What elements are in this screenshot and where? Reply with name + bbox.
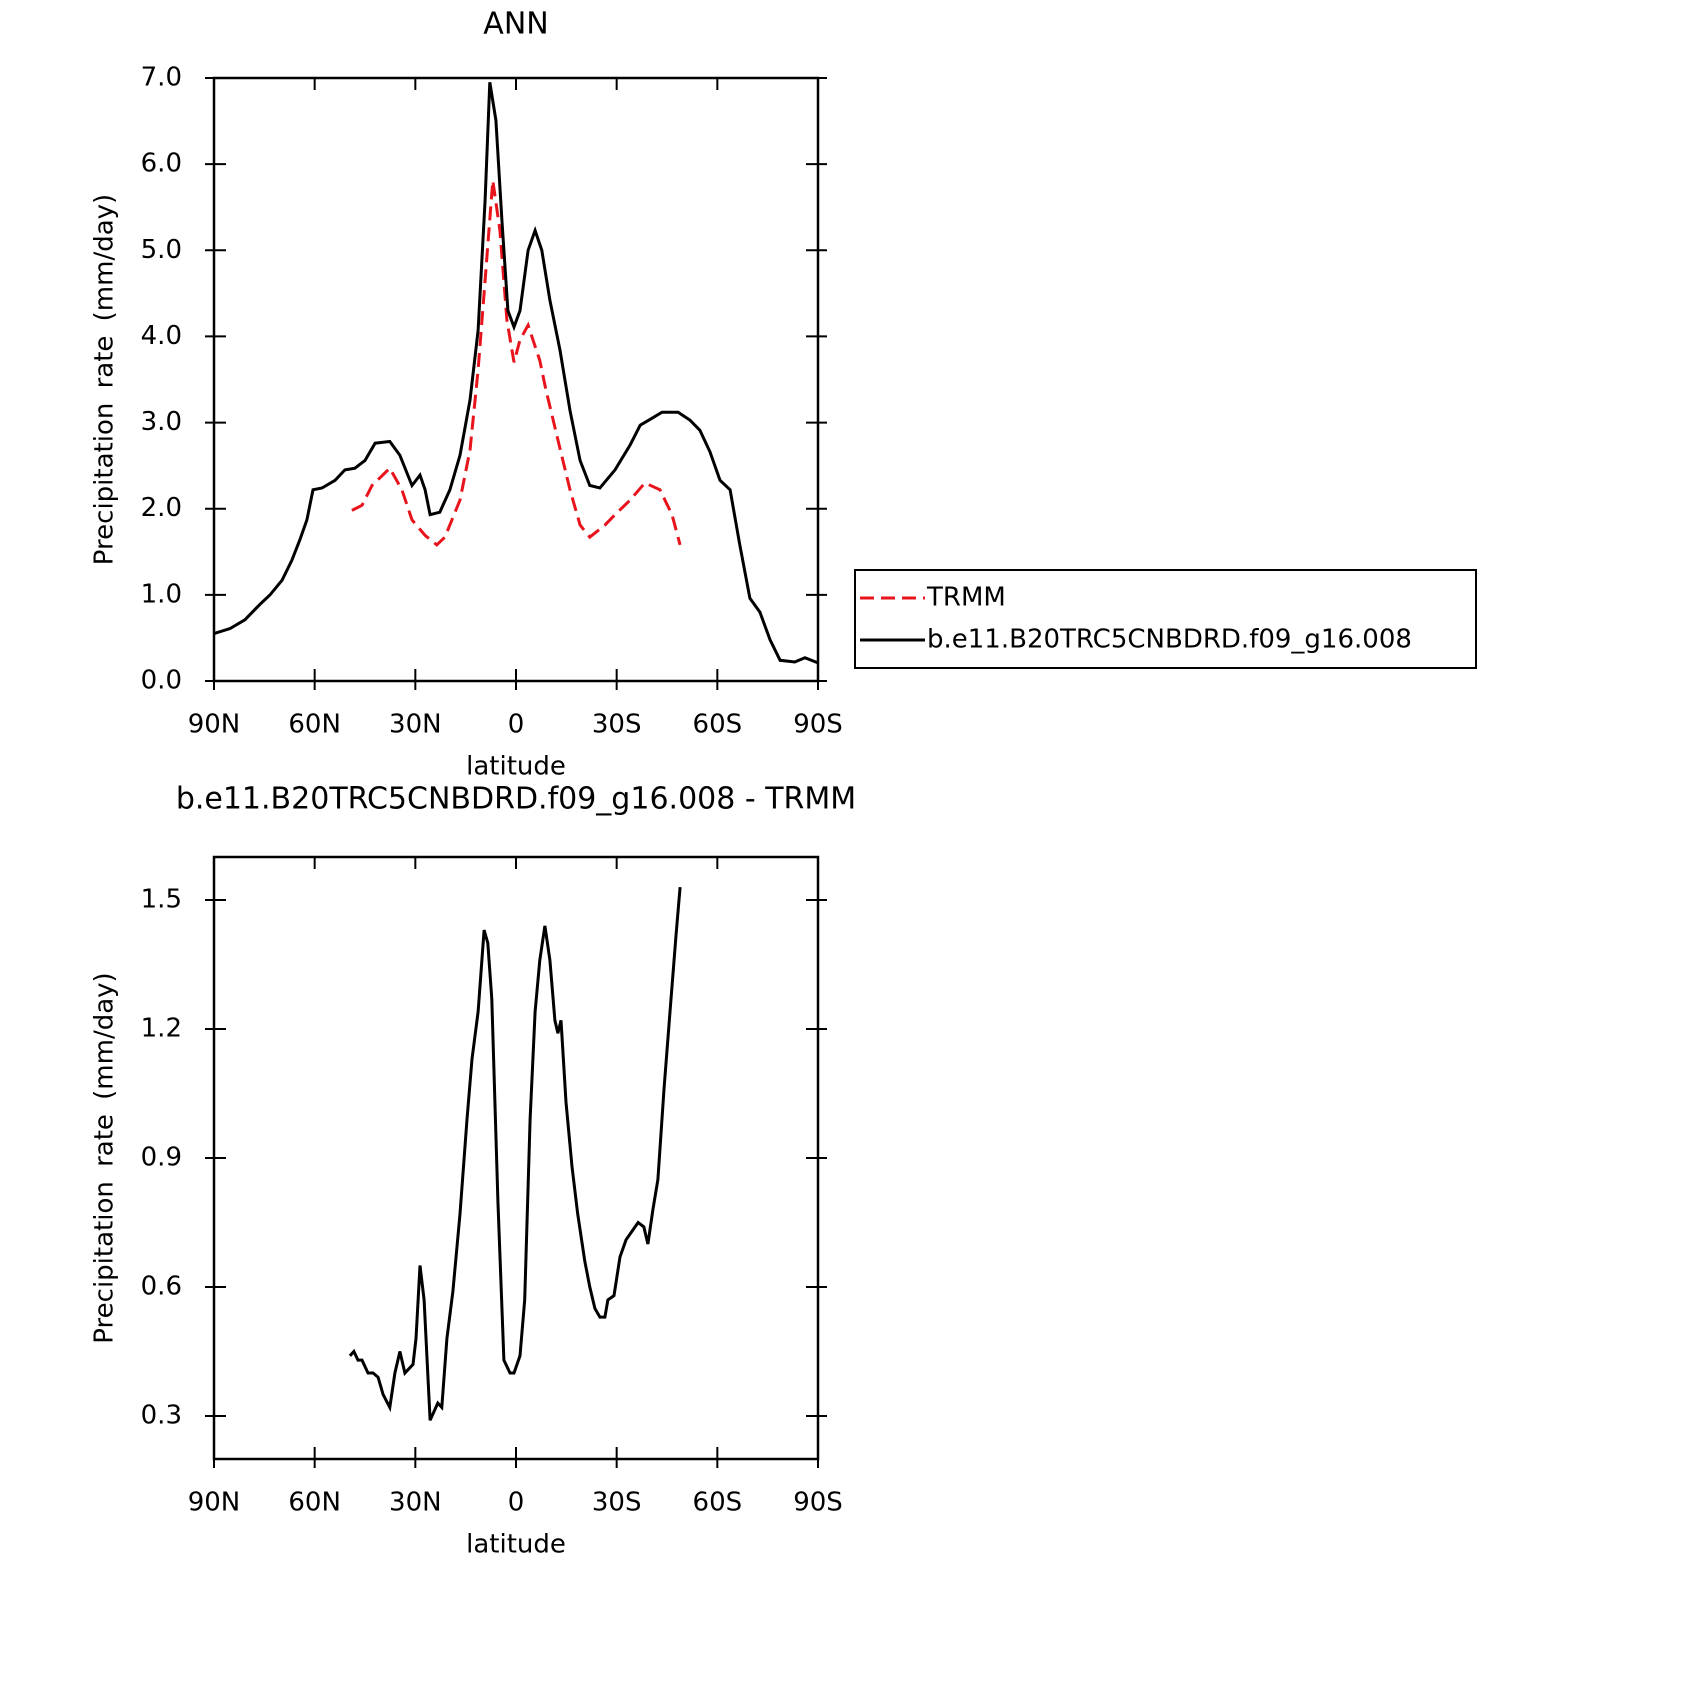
data-line [213,82,819,665]
x-axis-label: latitude [466,752,566,782]
x-axis-label: latitude [466,1530,566,1560]
legend-label: TRMM [926,583,1006,613]
y-tick-label: 6.0 [141,149,182,179]
chart-title: ANN [483,7,548,42]
x-tick-label: 60N [288,1488,341,1518]
x-tick-label: 90N [188,710,241,740]
y-tick-label: 0.3 [141,1401,182,1431]
y-tick-label: 5.0 [141,235,182,265]
x-tick-label: 90N [188,1488,241,1518]
x-tick-label: 60N [288,710,341,740]
x-tick-label: 30N [389,1488,442,1518]
y-tick-label: 7.0 [141,63,182,93]
plot-frame [212,76,820,683]
x-tick-label: 0 [508,1488,525,1518]
x-tick-label: 30S [592,710,642,740]
y-tick-label: 0.0 [141,666,182,696]
x-tick-label: 30S [592,1488,642,1518]
x-tick-label: 90S [793,1488,843,1518]
x-tick-label: 30N [389,710,442,740]
y-tick-label: 0.6 [141,1272,182,1302]
x-tick-label: 90S [793,710,843,740]
plot-frame [212,855,820,1461]
y-axis-label: Precipitation rate (mm/day) [90,194,120,565]
y-tick-label: 1.5 [141,885,182,915]
data-line [348,886,682,1421]
x-tick-label: 0 [508,710,525,740]
y-tick-label: 2.0 [141,493,182,523]
y-axis-label: Precipitation rate (mm/day) [90,972,120,1343]
y-tick-label: 1.0 [141,579,182,609]
x-tick-label: 60S [693,710,743,740]
x-tick-label: 60S [693,1488,743,1518]
y-tick-label: 1.2 [141,1014,182,1044]
chart-title: b.e11.B20TRC5CNBDRD.f09_g16.008 - TRMM [176,782,856,817]
y-tick-label: 3.0 [141,407,182,437]
data-line [351,180,682,547]
y-tick-label: 4.0 [141,321,182,351]
y-tick-label: 0.9 [141,1143,182,1173]
legend-box [854,569,1477,669]
legend-label: b.e11.B20TRC5CNBDRD.f09_g16.008 [927,625,1412,655]
